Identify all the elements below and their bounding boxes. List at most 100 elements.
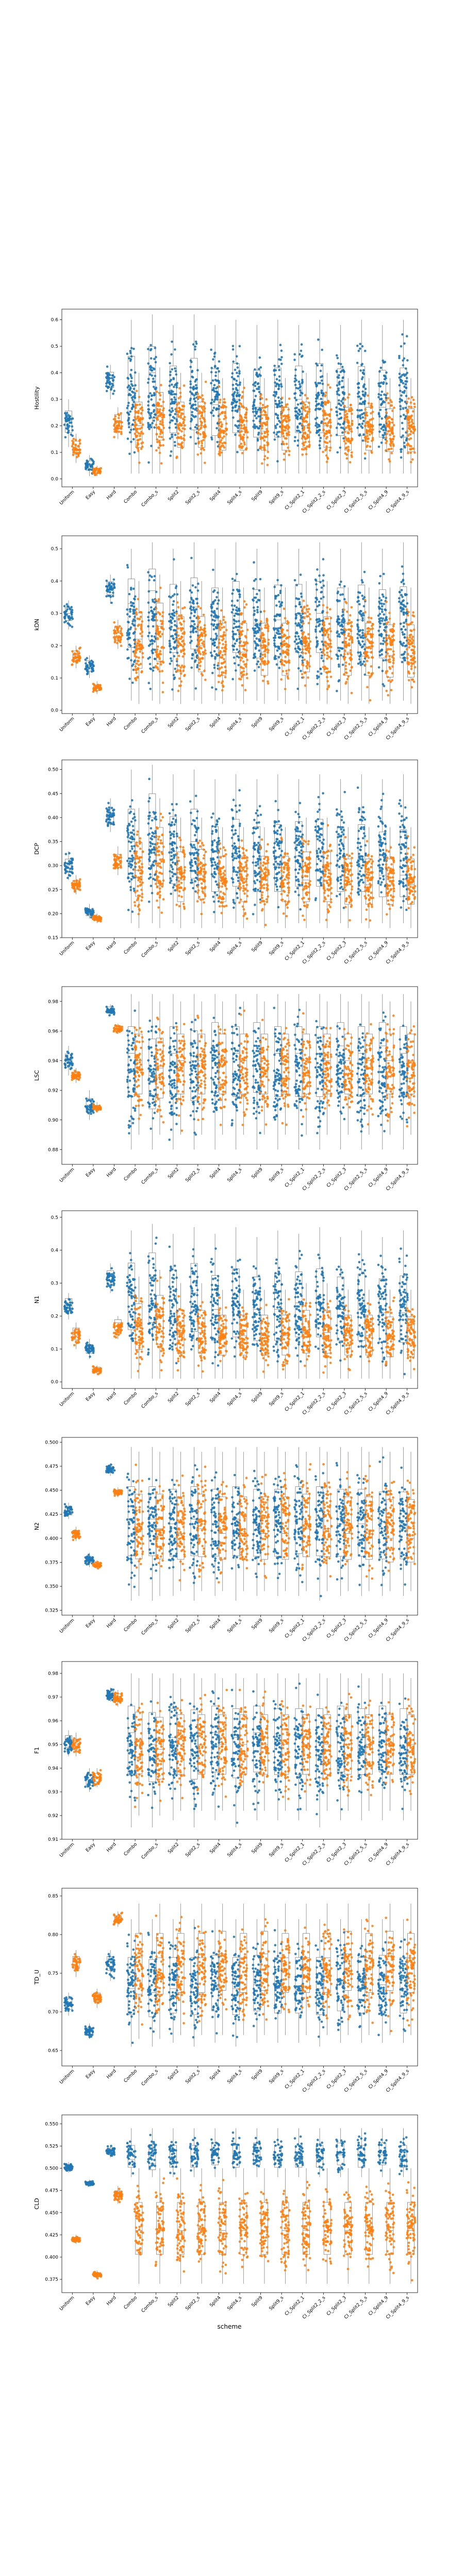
x-tick-label: Split9_s	[269, 716, 285, 733]
data-point	[364, 393, 367, 396]
data-point	[211, 619, 214, 621]
data-point	[308, 444, 311, 446]
data-point	[346, 457, 349, 460]
data-point	[241, 676, 243, 679]
data-point	[178, 665, 180, 667]
data-point	[111, 589, 113, 591]
data-point	[318, 574, 321, 577]
data-point	[127, 876, 129, 879]
data-point	[183, 421, 185, 423]
data-point	[300, 619, 302, 621]
data-point	[309, 655, 312, 657]
data-point	[315, 400, 318, 403]
data-point	[260, 620, 262, 623]
data-point	[180, 629, 183, 632]
data-point	[362, 614, 365, 617]
data-point	[88, 662, 91, 664]
data-point	[216, 623, 219, 626]
data-point	[231, 376, 234, 379]
data-point	[149, 663, 152, 666]
data-point	[315, 583, 318, 586]
data-point	[184, 428, 186, 431]
data-point	[127, 657, 130, 659]
data-point	[365, 635, 368, 638]
data-point	[389, 399, 392, 401]
data-point	[128, 812, 131, 815]
data-point	[364, 408, 367, 411]
data-point	[132, 438, 135, 440]
data-point	[350, 404, 352, 406]
data-point	[347, 635, 350, 637]
data-point	[128, 413, 130, 416]
data-point	[283, 443, 285, 446]
data-point	[320, 389, 323, 392]
data-point	[184, 424, 186, 427]
y-tick-label: 0.0	[51, 477, 59, 482]
data-point	[168, 613, 171, 616]
x-tick-label: Easy	[85, 940, 97, 952]
data-point	[257, 438, 259, 440]
data-point	[387, 652, 389, 655]
data-point	[177, 634, 180, 637]
data-point	[305, 406, 307, 409]
data-point	[240, 437, 243, 440]
data-point	[264, 624, 267, 626]
data-point	[236, 606, 238, 609]
data-point	[258, 666, 260, 669]
data-point	[110, 582, 113, 585]
data-point	[173, 648, 176, 650]
data-point	[152, 378, 155, 380]
x-tick-label: Uniform	[59, 716, 75, 733]
data-point	[388, 425, 390, 428]
data-point	[392, 432, 394, 435]
data-point	[150, 424, 152, 427]
data-point	[162, 628, 165, 631]
data-point	[341, 431, 344, 434]
data-point	[329, 608, 332, 611]
data-point	[410, 401, 412, 404]
data-point	[118, 414, 121, 417]
data-point	[409, 445, 411, 447]
data-point	[390, 648, 392, 651]
data-point	[338, 600, 341, 602]
data-point	[218, 424, 220, 427]
data-point	[204, 402, 206, 404]
data-point	[121, 634, 123, 637]
data-point	[349, 670, 352, 672]
data-point	[308, 608, 310, 611]
data-point	[322, 410, 325, 413]
data-point	[323, 627, 325, 630]
data-point	[159, 613, 161, 616]
data-point	[288, 431, 290, 433]
data-point	[216, 391, 218, 393]
data-point	[338, 418, 340, 420]
data-point	[278, 369, 280, 371]
data-point	[190, 625, 192, 628]
data-point	[276, 405, 279, 408]
data-point	[321, 640, 323, 643]
data-point	[279, 633, 281, 635]
data-point	[294, 414, 297, 417]
data-point	[381, 605, 384, 607]
data-point	[400, 610, 403, 613]
data-point	[161, 633, 164, 636]
data-point	[277, 594, 280, 597]
data-point	[201, 634, 204, 636]
data-point	[113, 389, 115, 392]
data-point	[362, 369, 365, 371]
data-point	[299, 389, 302, 392]
data-point	[201, 414, 204, 417]
data-point	[65, 416, 68, 418]
data-point	[190, 597, 193, 599]
data-point	[138, 396, 141, 398]
data-point	[254, 642, 257, 645]
data-point	[169, 370, 172, 373]
data-point	[234, 662, 236, 665]
data-point	[157, 447, 160, 449]
data-point	[388, 635, 390, 637]
data-point	[91, 670, 93, 673]
data-point	[214, 626, 217, 629]
data-point	[148, 412, 151, 415]
data-point	[280, 628, 283, 631]
x-tick-label: Split4	[209, 489, 222, 502]
